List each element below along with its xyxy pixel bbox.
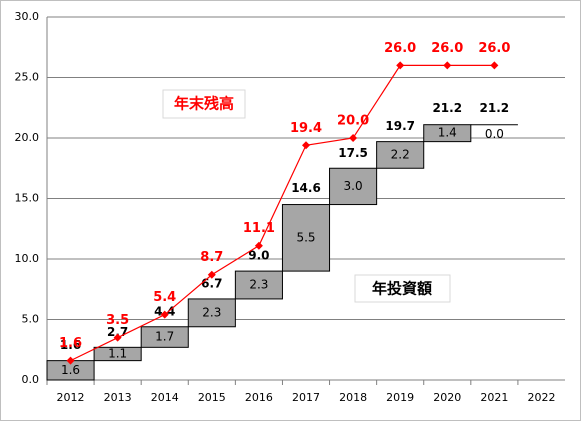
bar-value-label: 1.7 [155,330,174,344]
bar-value-label: 1.4 [438,126,457,140]
x-tick-label: 2013 [104,391,132,404]
bar [234,270,283,300]
line-marker [396,61,405,70]
bar-value-label: 2.2 [391,147,410,161]
x-tick-label: 2017 [292,391,320,404]
x-tick-label: 2021 [480,391,508,404]
x-tick-label: 2015 [198,391,226,404]
line-marker [160,310,169,319]
line-value-label: 8.7 [200,250,223,265]
series-label: 年投資額 [372,280,432,298]
annotation-box [162,89,246,119]
line-marker [490,61,499,70]
bar [281,204,331,272]
line-value-label: 19.4 [290,121,322,136]
y-tick-label: 5.0 [22,313,40,326]
bar [187,298,236,328]
y-tick-label: 20.0 [15,131,40,144]
line-value-label: 26.0 [431,41,463,56]
line-marker [443,61,452,70]
line-value-label: 11.1 [243,221,275,236]
total-label: 17.5 [338,146,368,160]
total-label: 1.6 [60,338,81,352]
bar [93,346,142,362]
line-value-label: 26.0 [384,41,416,56]
line-marker [302,141,310,150]
bar [423,124,472,143]
total-label: 21.2 [432,101,462,115]
y-tick-label: 25.0 [15,71,40,84]
bar [376,141,425,169]
line-value-label: 3.5 [106,313,129,328]
y-tick-label: 15.0 [15,192,40,205]
line-marker [113,333,122,342]
bar-value-label: 0.0 [485,127,504,141]
bar-value-label: 1.1 [108,346,127,360]
x-tick-label: 2018 [339,391,367,404]
annotation-box [354,274,451,303]
total-label: 21.2 [480,101,510,115]
x-tick-label: 2022 [527,391,555,404]
y-tick-label: 10.0 [15,252,40,265]
line-value-label: 5.4 [153,290,176,305]
bar [140,326,189,348]
bar-value-label: 3.0 [344,179,363,193]
bar-value-label: 2.3 [249,278,268,292]
x-tick-label: 2016 [245,391,273,404]
line-marker [207,270,216,279]
line-value-label: 1.6 [59,336,82,351]
line-value-label: 26.0 [478,41,510,56]
bar-value-label: 1.6 [61,363,80,377]
total-label: 9.0 [248,249,269,263]
x-tick-label: 2014 [151,391,179,404]
bar-value-label: 2.3 [202,305,221,319]
line-marker [66,356,75,365]
x-tick-label: 2012 [57,391,85,404]
line-marker [349,134,358,142]
x-tick-label: 2020 [433,391,461,404]
bar-value-label: 5.5 [296,230,315,244]
line-value-label: 20.0 [337,114,369,129]
series-label: 年末残高 [174,95,234,113]
total-label: 19.7 [385,119,415,133]
y-tick-label: 0.0 [22,373,40,386]
x-tick-label: 2019 [386,391,414,404]
line-marker [254,241,263,250]
line [70,64,495,362]
total-label: 14.6 [291,181,321,195]
y-tick-label: 30.0 [15,10,40,23]
bar [329,167,378,206]
